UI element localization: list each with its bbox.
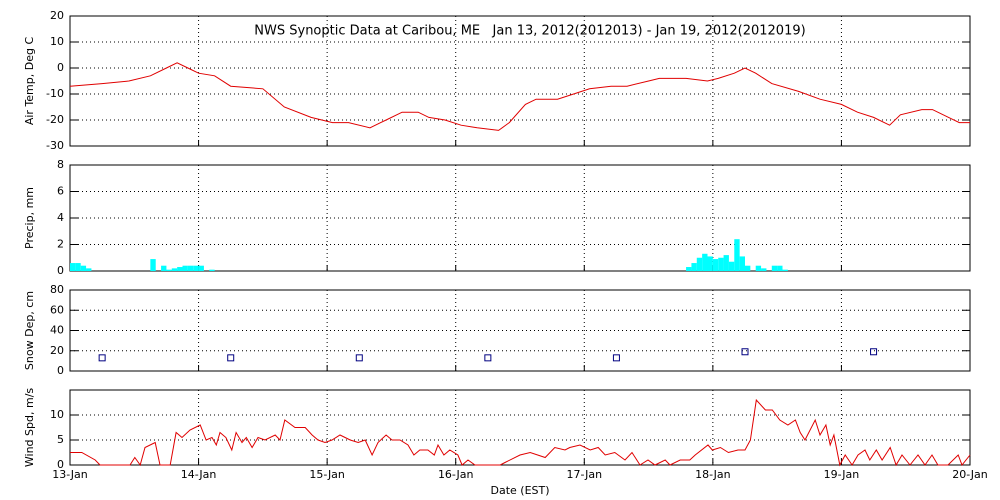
y-tick-label: -20 — [46, 113, 64, 126]
point — [870, 348, 878, 356]
x-tick-label: 15-Jan — [309, 468, 345, 481]
y-axis-label: Snow Dep, cm — [23, 291, 36, 370]
point — [98, 354, 106, 362]
bar — [691, 263, 697, 271]
bar — [771, 265, 778, 271]
bar — [187, 265, 194, 271]
x-tick-label: 18-Jan — [695, 468, 731, 481]
bar — [728, 261, 735, 271]
point — [355, 354, 363, 362]
bar — [777, 265, 783, 271]
bar — [209, 269, 215, 271]
y-tick-label: 0 — [57, 61, 64, 74]
bar — [782, 269, 788, 271]
y-axis-label: Air Temp, Deg C — [23, 37, 36, 126]
y-tick-label: 60 — [50, 303, 64, 316]
x-tick-label: 16-Jan — [438, 468, 474, 481]
x-axis-label: Date (EST) — [490, 484, 549, 497]
x-tick-label: 13-Jan — [52, 468, 88, 481]
bar — [177, 267, 183, 271]
point — [612, 354, 620, 362]
y-tick-label: 2 — [57, 238, 64, 251]
point — [741, 348, 749, 356]
bar — [686, 267, 692, 271]
bar — [86, 268, 92, 271]
x-tick-label: 17-Jan — [567, 468, 603, 481]
y-tick-label: 0 — [57, 364, 64, 377]
bar — [70, 263, 76, 271]
plot-frame — [69, 289, 971, 372]
y-tick-label: 80 — [50, 283, 64, 296]
bar — [745, 265, 751, 271]
bar — [166, 269, 172, 271]
bar — [712, 259, 719, 271]
x-tick-label: 14-Jan — [181, 468, 217, 481]
point — [484, 354, 492, 362]
point — [227, 354, 235, 362]
bar — [739, 256, 745, 271]
plot-frame — [69, 15, 971, 147]
bar — [707, 256, 713, 271]
y-axis-label: Wind Spd, m/s — [23, 388, 36, 468]
bar — [702, 253, 708, 271]
bar — [75, 263, 81, 271]
y-tick-label: 10 — [50, 408, 64, 421]
bar — [182, 265, 188, 271]
y-axis-label: Precip, mm — [23, 187, 36, 249]
y-tick-label: 5 — [57, 433, 64, 446]
bar — [193, 265, 199, 271]
y-tick-label: 4 — [57, 211, 64, 224]
y-tick-label: 0 — [57, 458, 64, 471]
y-tick-label: 40 — [50, 324, 64, 337]
y-tick-label: -10 — [46, 87, 64, 100]
chart-title: NWS Synoptic Data at Caribou, ME Jan 13,… — [254, 24, 805, 39]
bar — [161, 265, 167, 271]
data-line — [69, 62, 970, 131]
bar — [755, 265, 762, 271]
bar — [150, 259, 156, 271]
data-line — [70, 398, 971, 467]
x-tick-label: 20-Jan — [952, 468, 988, 481]
bar — [734, 239, 740, 271]
y-tick-label: 6 — [57, 185, 64, 198]
bar — [696, 257, 703, 271]
y-tick-label: 8 — [57, 158, 64, 171]
y-tick-label: 0 — [57, 264, 64, 277]
y-tick-label: -30 — [46, 139, 64, 152]
bar — [198, 265, 204, 271]
bar — [718, 257, 724, 271]
bar — [761, 268, 767, 271]
plot-frame — [69, 164, 971, 272]
plot-frame — [69, 389, 971, 466]
bar — [723, 255, 729, 271]
y-tick-label: 10 — [50, 35, 64, 48]
bar — [171, 268, 178, 271]
y-tick-label: 20 — [50, 344, 64, 357]
x-tick-label: 19-Jan — [824, 468, 860, 481]
y-tick-label: 20 — [50, 9, 64, 22]
bar — [80, 265, 87, 271]
